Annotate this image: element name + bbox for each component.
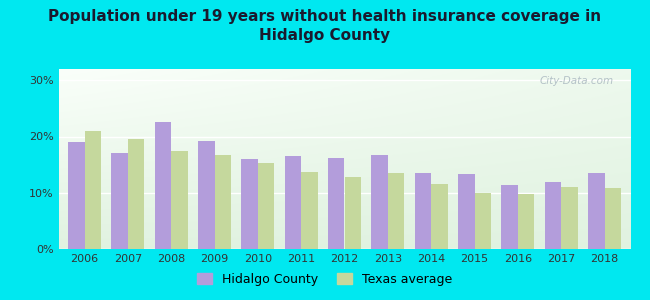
Bar — [241, 159, 258, 249]
Bar — [431, 184, 448, 249]
Bar — [111, 153, 128, 249]
Bar — [301, 172, 318, 249]
Bar — [545, 182, 561, 249]
Bar — [604, 188, 621, 249]
Legend: Hidalgo County, Texas average: Hidalgo County, Texas average — [192, 268, 458, 291]
Bar — [84, 131, 101, 249]
Bar — [128, 139, 144, 249]
Bar — [68, 142, 84, 249]
Bar — [198, 141, 214, 249]
Bar — [344, 177, 361, 249]
Bar — [285, 156, 301, 249]
Bar — [371, 155, 388, 249]
Bar — [501, 185, 518, 249]
Bar — [588, 173, 604, 249]
Text: City-Data.com: City-Data.com — [540, 76, 614, 86]
Bar — [155, 122, 171, 249]
Bar — [214, 155, 231, 249]
Bar — [474, 193, 491, 249]
Text: Population under 19 years without health insurance coverage in
Hidalgo County: Population under 19 years without health… — [49, 9, 601, 43]
Bar — [518, 194, 534, 249]
Bar — [561, 187, 578, 249]
Bar — [458, 174, 474, 249]
Bar — [258, 163, 274, 249]
Bar — [171, 151, 188, 249]
Bar — [415, 173, 431, 249]
Bar — [388, 173, 404, 249]
Bar — [328, 158, 344, 249]
